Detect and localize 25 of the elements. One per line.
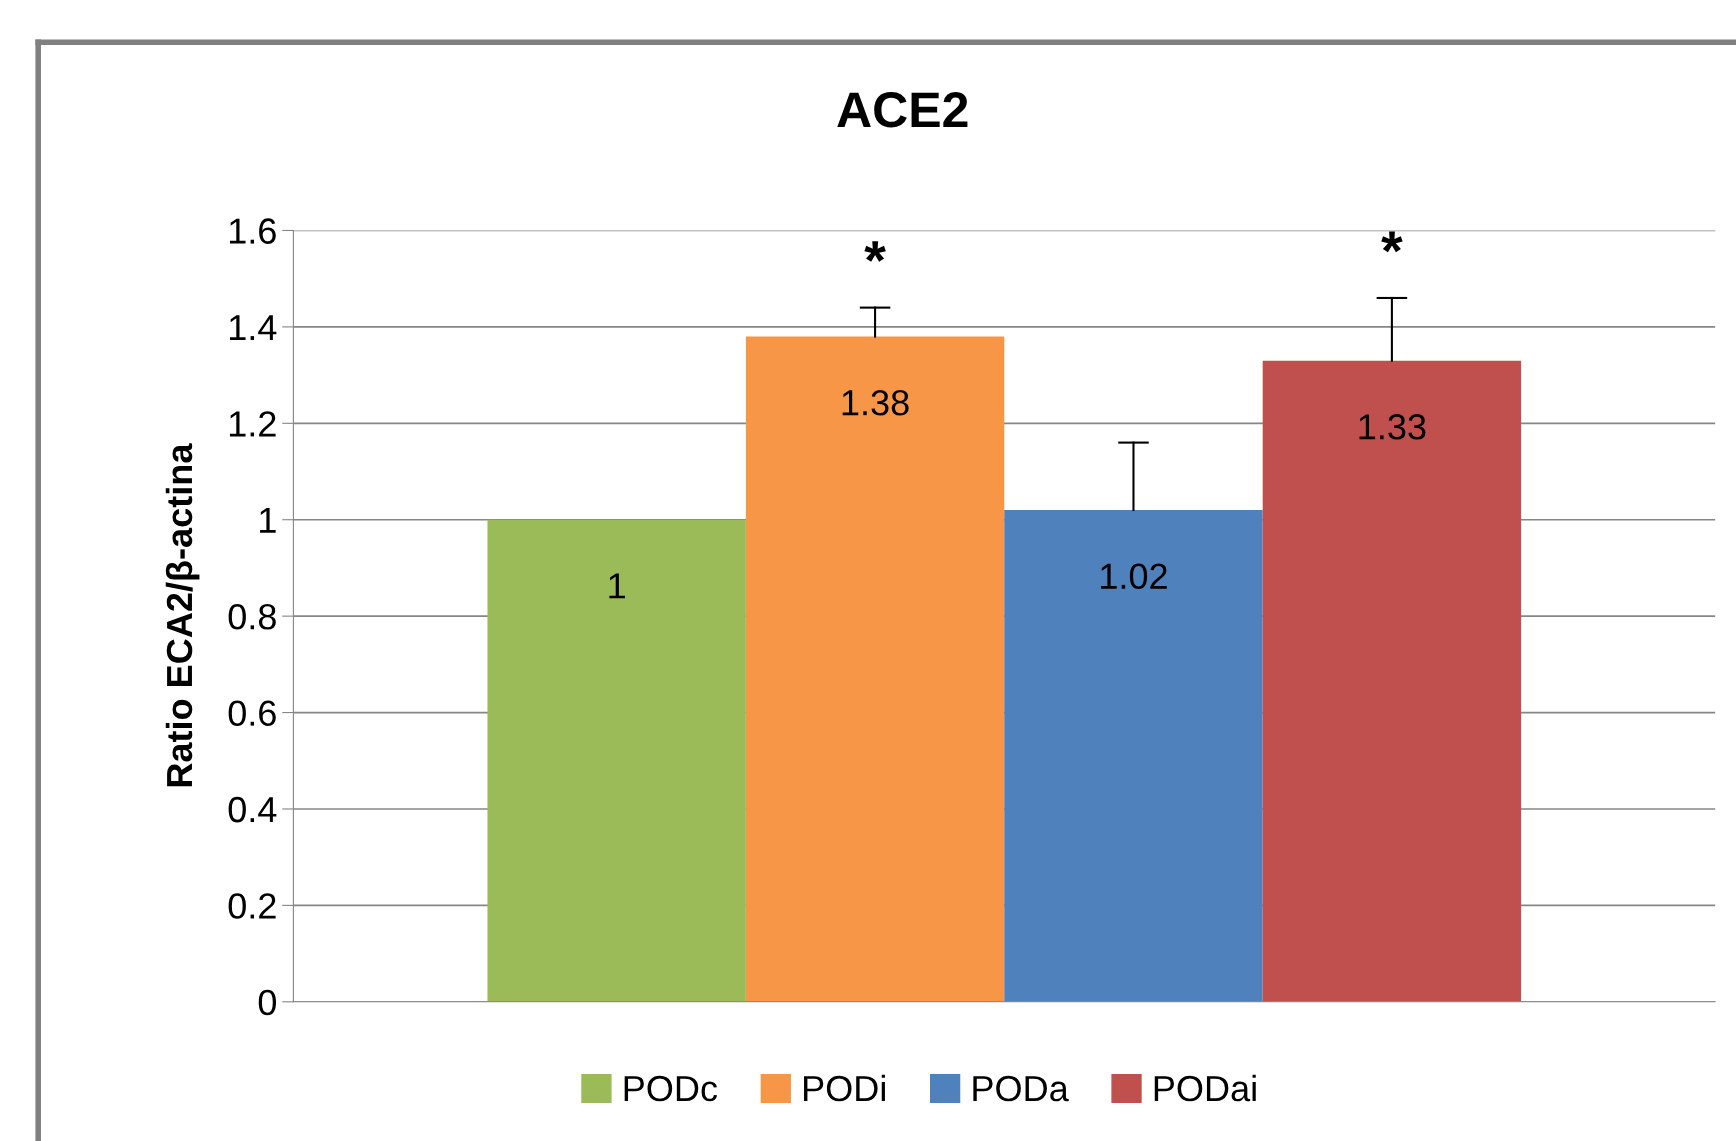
chart-title: ACE2 [837, 92, 968, 128]
y-tick-label: 0 [258, 989, 276, 1016]
y-tick-label: 1.6 [229, 218, 276, 244]
y-tick-label: 1.4 [229, 315, 277, 340]
y-tick-label: 0.2 [228, 893, 276, 919]
legend-label: PODc [624, 1075, 718, 1102]
y-tick-label: 1.2 [229, 411, 276, 437]
data-label: 1.02 [1101, 563, 1167, 590]
annotation: * [864, 241, 886, 262]
data-label: 1.33 [1359, 414, 1426, 440]
y-tick-label: 0.8 [228, 604, 276, 630]
legend-label: PODi [804, 1074, 885, 1102]
legend-label: PODa [973, 1075, 1069, 1102]
y-tick-label: 0.6 [228, 700, 276, 726]
y-axis-title: Ratio ECA2/β-actina [165, 443, 200, 787]
bar [745, 336, 1005, 1002]
legend-label: PODai [1154, 1074, 1256, 1102]
y-tick-label: 0.4 [228, 796, 277, 823]
bar [487, 519, 746, 1002]
data-label: 1 [609, 573, 625, 599]
data-label: 1.38 [842, 389, 909, 416]
annotation: * [1381, 231, 1403, 253]
bar [1262, 360, 1522, 1002]
y-tick-label: 1 [260, 507, 276, 533]
bar [1004, 510, 1263, 1002]
